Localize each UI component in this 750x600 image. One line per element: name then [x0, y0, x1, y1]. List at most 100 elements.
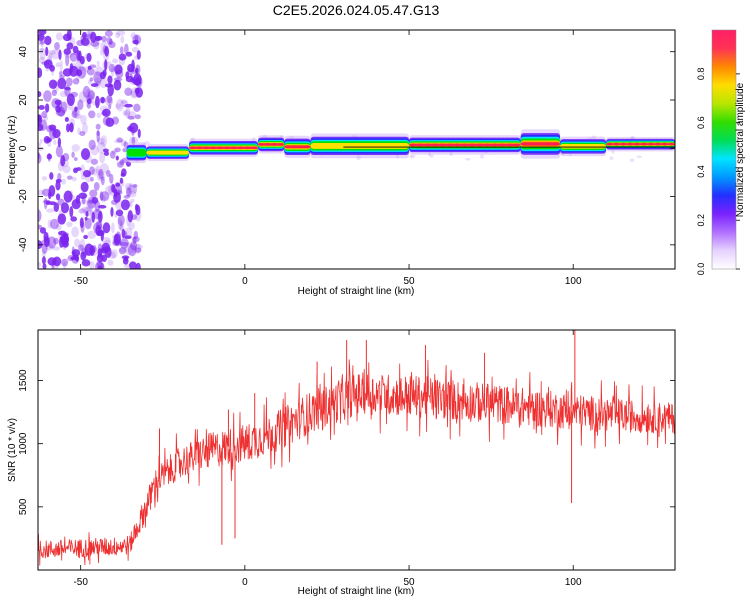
snr-x-tick-label: 50	[403, 577, 415, 588]
noise-blob	[90, 83, 99, 88]
noise-blob	[112, 58, 119, 64]
noise-blob	[71, 199, 81, 210]
band-peak	[613, 142, 620, 146]
noise-blob	[135, 262, 141, 269]
noise-blob	[59, 90, 68, 98]
noise-blob	[104, 59, 108, 71]
noise-blob	[430, 154, 434, 158]
noise-blob	[65, 53, 70, 67]
noise-blob	[64, 117, 69, 122]
noise-blob	[70, 91, 78, 98]
colorbar-tick-label: 0.6	[696, 116, 706, 129]
noise-blob	[98, 168, 104, 180]
noise-blob	[38, 91, 42, 98]
noise-blob	[88, 139, 96, 150]
noise-blob	[43, 59, 53, 69]
noise-blob	[125, 71, 130, 79]
colorbar-ramp	[712, 30, 736, 269]
noise-blob	[41, 111, 48, 119]
noise-blob	[130, 198, 135, 203]
noise-blob	[96, 60, 100, 67]
noise-blob	[47, 219, 53, 229]
noise-blob	[71, 226, 79, 238]
noise-blob	[100, 176, 105, 186]
band-peak	[446, 143, 454, 147]
noise-blob	[128, 184, 138, 195]
noise-blob	[43, 236, 50, 248]
noise-blob	[52, 128, 61, 139]
noise-blob	[134, 247, 142, 253]
band-peak	[606, 142, 613, 146]
snr-x-tick-label: 100	[565, 577, 582, 588]
noise-blob	[89, 166, 95, 175]
noise-blob	[127, 210, 134, 223]
noise-blob	[61, 178, 67, 185]
noise-blob	[86, 102, 91, 109]
noise-blob	[86, 67, 95, 76]
noise-blob	[81, 206, 91, 213]
noise-blob	[83, 234, 88, 240]
noise-blob	[102, 148, 109, 153]
noise-blob	[125, 51, 133, 57]
noise-blob	[428, 152, 432, 157]
noise-blob	[123, 194, 131, 199]
noise-blob	[62, 240, 69, 248]
noise-blob	[104, 185, 113, 195]
band-peak	[424, 143, 431, 147]
band-layer	[310, 142, 410, 149]
noise-blob	[87, 30, 94, 36]
noise-blob	[50, 218, 59, 230]
noise-blob	[122, 109, 131, 117]
colorbar-frame	[711, 29, 737, 270]
band-peak	[529, 142, 536, 146]
noise-blob	[101, 111, 109, 116]
noise-blob	[38, 209, 42, 222]
noise-blob	[465, 158, 471, 161]
noise-blob	[79, 199, 88, 205]
noise-blob	[129, 136, 139, 144]
noise-blob	[131, 59, 135, 72]
colorbar-label: Normalized spectral amplitude	[735, 82, 746, 217]
noise-blob	[60, 202, 70, 214]
band-peak	[620, 142, 627, 146]
band-peak	[189, 146, 196, 150]
band-peak	[251, 146, 258, 150]
band-peak	[439, 143, 446, 147]
noise-blob	[58, 230, 67, 236]
noise-blob	[57, 77, 67, 90]
noise-blob	[128, 183, 134, 188]
noise-blob	[97, 141, 106, 154]
band-peak	[647, 142, 655, 146]
noise-blob	[85, 210, 89, 217]
noise-blob	[80, 175, 87, 180]
noise-blob	[132, 248, 137, 254]
noise-blob	[121, 228, 126, 239]
noise-blob	[74, 113, 83, 120]
noise-blob	[119, 159, 125, 166]
noise-blob	[100, 96, 105, 104]
noise-blob	[119, 238, 129, 249]
noise-blob	[108, 63, 116, 73]
noise-blob	[130, 87, 140, 98]
noise-blob	[38, 56, 46, 64]
noise-blob	[106, 37, 113, 45]
noise-blob	[61, 258, 69, 267]
noise-blob	[99, 97, 106, 104]
noise-blob	[125, 161, 132, 167]
band-peak	[271, 143, 278, 146]
noise-blob	[91, 211, 96, 223]
noise-blob	[107, 75, 113, 84]
noise-blob	[125, 106, 131, 119]
noise-blob	[82, 31, 87, 39]
noise-blob	[129, 200, 133, 208]
noise-blob	[38, 105, 45, 110]
noise-blob	[118, 181, 125, 187]
noise-blob	[131, 46, 139, 53]
noise-blob	[51, 98, 61, 109]
noise-blob	[69, 206, 74, 218]
noise-blob	[49, 172, 54, 180]
noise-blob	[48, 52, 53, 62]
noise-blob	[38, 33, 45, 41]
noise-blob	[120, 100, 129, 108]
noise-blob	[111, 150, 118, 155]
